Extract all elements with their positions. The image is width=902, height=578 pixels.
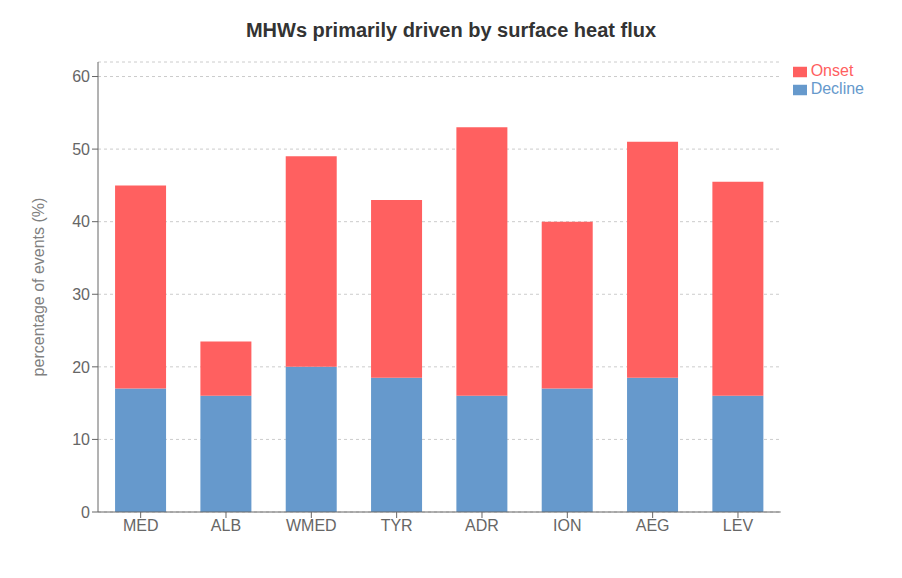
svg-text:ADR: ADR — [465, 517, 499, 534]
svg-text:30: 30 — [72, 286, 90, 303]
html-text:MHWs primarily driven by surfa: MHWs primarily driven by surface heat fl… — [245, 18, 657, 41]
svg-text:MED: MED — [123, 517, 159, 534]
svg-text:40: 40 — [72, 213, 90, 230]
svg-text:20: 20 — [72, 359, 90, 376]
svg-text:50: 50 — [72, 141, 90, 158]
svg-text:percentage of events (%): percentage of events (%) — [30, 198, 47, 377]
svg-text:ALB: ALB — [211, 517, 241, 534]
svg-text:AEG: AEG — [636, 517, 670, 534]
svg-text:0: 0 — [81, 504, 90, 521]
svg-text:ION: ION — [553, 517, 581, 534]
svg-text:LEV: LEV — [723, 517, 754, 534]
html-text:Onset: Onset — [810, 62, 854, 79]
svg-text:10: 10 — [72, 431, 90, 448]
svg-text:60: 60 — [72, 68, 90, 85]
html-text:Decline: Decline — [810, 80, 864, 97]
svg-text:WMED: WMED — [286, 517, 337, 534]
svg-text:TYR: TYR — [381, 517, 413, 534]
